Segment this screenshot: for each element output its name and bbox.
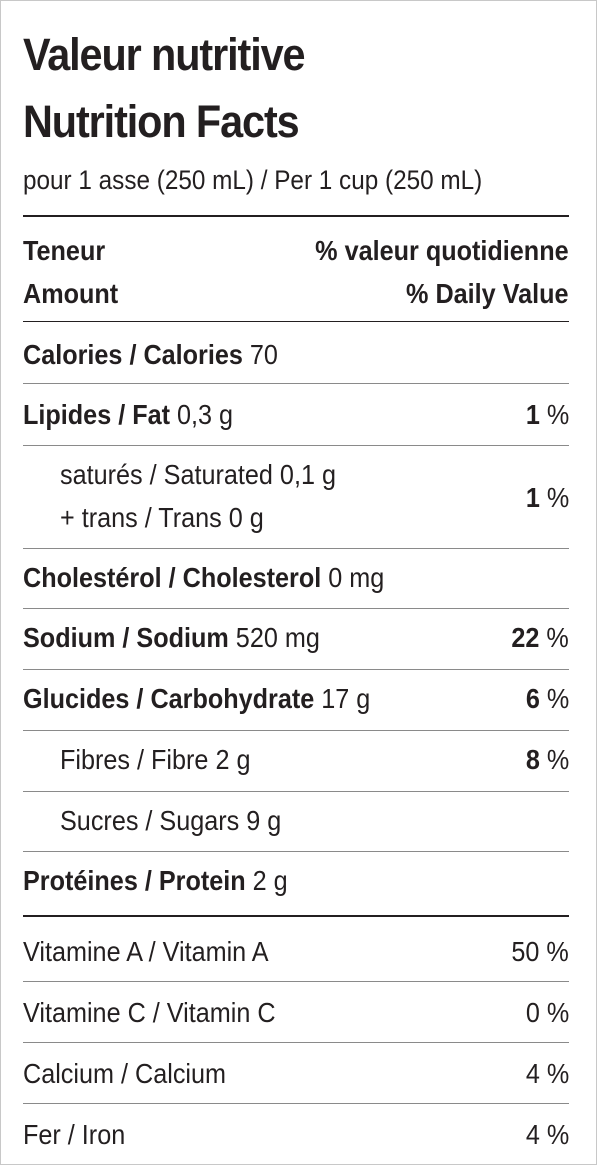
iron-dv: 4 % bbox=[525, 1119, 569, 1150]
sugars-amount: 9 g bbox=[246, 805, 282, 836]
vitamin-a-dv: 50 % bbox=[511, 936, 569, 967]
header-dv-english: % Daily Value bbox=[406, 278, 569, 309]
header-dv-french: % valeur quotidienne bbox=[315, 235, 569, 266]
divider-vitamins bbox=[23, 915, 569, 917]
sat-trans-dv-unit: % bbox=[546, 482, 569, 513]
sodium-dv: 22 bbox=[511, 622, 540, 653]
protein-amount: 2 g bbox=[252, 865, 288, 896]
fibre-amount: 2 g bbox=[215, 744, 251, 775]
fibre-label: Fibres / Fibre bbox=[60, 744, 209, 775]
fat-amount: 0,3 g bbox=[177, 399, 234, 430]
calcium-label: Calcium / Calcium bbox=[23, 1058, 227, 1089]
vitamin-a-label: Vitamine A / Vitamin A bbox=[23, 936, 269, 967]
iron-label: Fer / Iron bbox=[23, 1119, 126, 1150]
fibre-dv: 8 bbox=[525, 744, 540, 775]
sodium-amount: 520 mg bbox=[235, 622, 320, 653]
divider bbox=[23, 851, 569, 852]
fat-label: Lipides / Fat bbox=[23, 399, 171, 430]
divider bbox=[23, 608, 569, 609]
divider-header bbox=[23, 321, 569, 322]
calories-label: Calories / Calories bbox=[23, 339, 243, 370]
sodium-label: Sodium / Sodium bbox=[23, 622, 229, 653]
calcium-dv: 4 % bbox=[525, 1058, 569, 1089]
carbohydrate-dv: 6 bbox=[525, 683, 540, 714]
divider bbox=[23, 445, 569, 446]
divider bbox=[23, 730, 569, 731]
carbohydrate-amount: 17 g bbox=[321, 683, 371, 714]
carbohydrate-label: Glucides / Carbohydrate bbox=[23, 683, 315, 714]
header-amount-english: Amount bbox=[23, 278, 119, 309]
divider bbox=[23, 548, 569, 549]
divider bbox=[23, 981, 569, 982]
calories-amount: 70 bbox=[249, 339, 278, 370]
sat-trans-dv: 1 bbox=[525, 482, 540, 513]
fat-dv-unit: % bbox=[546, 399, 569, 430]
serving-size: pour 1 asse (250 mL) / Per 1 cup (250 mL… bbox=[23, 165, 483, 195]
divider bbox=[23, 1042, 569, 1043]
divider bbox=[23, 791, 569, 792]
protein-label: Protéines / Protein bbox=[23, 865, 246, 896]
vitamin-c-dv: 0 % bbox=[525, 997, 569, 1028]
cholesterol-amount: 0 mg bbox=[328, 562, 385, 593]
header-amount-french: Teneur bbox=[23, 235, 106, 266]
divider-top bbox=[23, 215, 569, 217]
carbohydrate-dv-unit: % bbox=[546, 683, 569, 714]
cholesterol-label: Cholestérol / Cholesterol bbox=[23, 562, 322, 593]
fibre-dv-unit: % bbox=[546, 744, 569, 775]
divider bbox=[23, 669, 569, 670]
trans-amount: 0 g bbox=[228, 502, 264, 533]
title-french: Valeur nutritive bbox=[23, 29, 306, 80]
vitamin-c-label: Vitamine C / Vitamin C bbox=[23, 997, 276, 1028]
divider bbox=[23, 383, 569, 384]
fat-dv: 1 bbox=[525, 399, 540, 430]
sugars-label: Sucres / Sugars bbox=[60, 805, 240, 836]
saturated-label: saturés / Saturated bbox=[60, 459, 273, 490]
divider bbox=[23, 1103, 569, 1104]
sodium-dv-unit: % bbox=[546, 622, 569, 653]
trans-label: + trans / Trans bbox=[60, 502, 222, 533]
saturated-amount: 0,1 g bbox=[279, 459, 336, 490]
title-english: Nutrition Facts bbox=[23, 96, 300, 147]
